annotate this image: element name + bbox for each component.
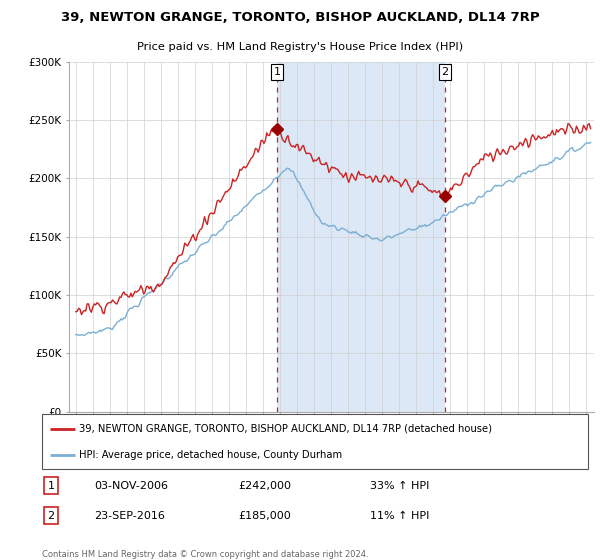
Text: 1: 1 <box>47 480 55 491</box>
Text: 03-NOV-2006: 03-NOV-2006 <box>94 480 168 491</box>
Bar <box>277 62 445 412</box>
Text: 2: 2 <box>442 67 449 77</box>
Text: 39, NEWTON GRANGE, TORONTO, BISHOP AUCKLAND, DL14 7RP (detached house): 39, NEWTON GRANGE, TORONTO, BISHOP AUCKL… <box>79 424 492 433</box>
FancyBboxPatch shape <box>42 414 588 469</box>
Text: Price paid vs. HM Land Registry's House Price Index (HPI): Price paid vs. HM Land Registry's House … <box>137 43 463 52</box>
Text: 23-SEP-2016: 23-SEP-2016 <box>94 511 165 521</box>
Text: £242,000: £242,000 <box>239 480 292 491</box>
Text: Contains HM Land Registry data © Crown copyright and database right 2024.
This d: Contains HM Land Registry data © Crown c… <box>42 550 368 560</box>
Text: 1: 1 <box>274 67 280 77</box>
Text: £185,000: £185,000 <box>239 511 292 521</box>
Text: 2: 2 <box>47 511 55 521</box>
Text: 39, NEWTON GRANGE, TORONTO, BISHOP AUCKLAND, DL14 7RP: 39, NEWTON GRANGE, TORONTO, BISHOP AUCKL… <box>61 11 539 24</box>
Text: HPI: Average price, detached house, County Durham: HPI: Average price, detached house, Coun… <box>79 450 342 460</box>
Text: 33% ↑ HPI: 33% ↑ HPI <box>370 480 429 491</box>
Text: 11% ↑ HPI: 11% ↑ HPI <box>370 511 429 521</box>
